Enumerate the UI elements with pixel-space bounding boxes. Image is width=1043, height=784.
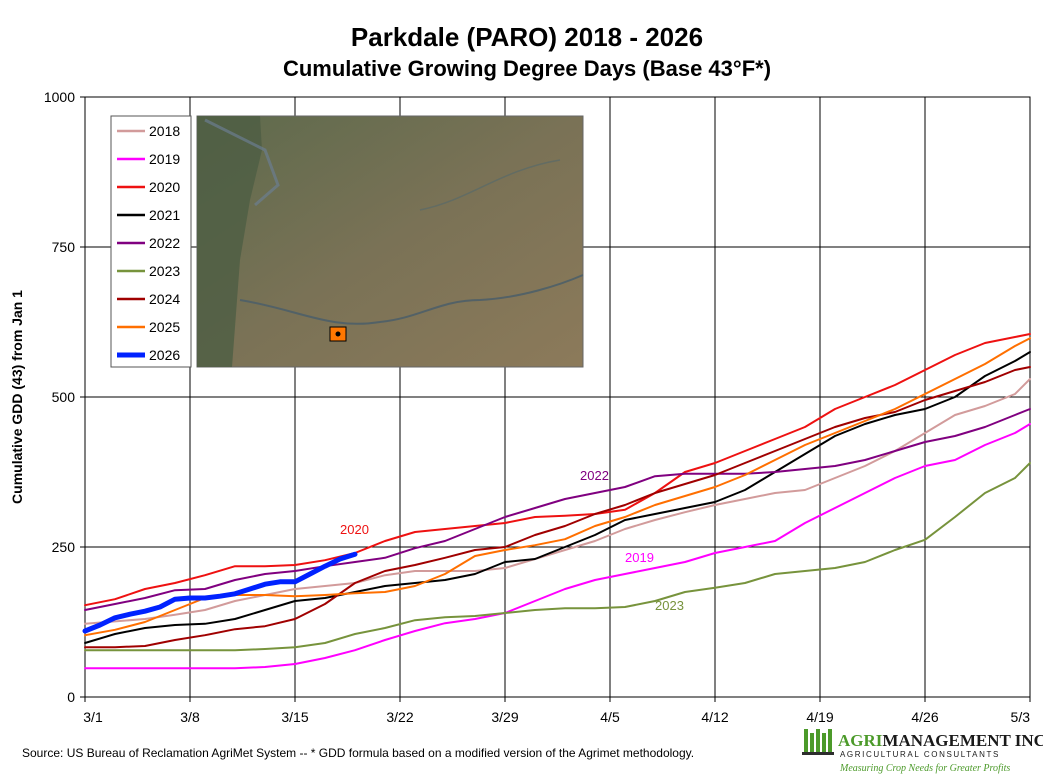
x-tick-label: 4/5 [600,709,620,725]
x-tick-label: 3/15 [281,709,308,725]
x-tick-label: 4/26 [911,709,938,725]
map-coast-region [197,116,262,367]
x-tick-label: 3/1 [83,709,103,725]
annotation-2022: 2022 [580,468,609,483]
legend-label-2018: 2018 [149,123,180,139]
y-tick-label: 0 [67,689,75,705]
map-inset [196,115,584,368]
series-annotations: 2020 2022 2019 2023 [340,468,684,613]
series-line-2022 [84,408,1031,611]
x-tick-label: 3/29 [491,709,518,725]
legend-label-2022: 2022 [149,235,180,251]
legend: 2018 2019 2020 2021 2022 2023 2024 2025 2026 [117,123,180,363]
legend-label-2026: 2026 [149,347,180,363]
logo-field-icon [802,729,834,755]
y-tick-label: 750 [52,239,76,255]
map-river-north [419,159,561,211]
x-tick-label: 5/3 [1011,709,1031,725]
x-tick-label: 4/12 [701,709,728,725]
logo-tagline: AGRICULTURAL CONSULTANTS [840,750,1000,759]
legend-label-2025: 2025 [149,319,180,335]
map-sound-water [204,118,280,207]
x-tick-label: 3/8 [180,709,200,725]
y-tick-label: 250 [52,539,76,555]
y-axis-ticks: 0 250 500 750 1000 [44,89,85,705]
logo-name: AGRIMANAGEMENT INC.® [838,731,1043,750]
series-line-2020 [84,333,1031,607]
annotation-2019: 2019 [625,550,654,565]
series-line-2023 [84,462,1031,652]
logo-slogan: Measuring Crop Needs for Greater Profits [839,763,1010,774]
annotation-2023: 2023 [655,598,684,613]
series-line-2018 [84,378,1031,625]
series-line-2019 [84,423,1031,670]
legend-label-2024: 2024 [149,291,180,307]
map-river [239,274,584,325]
x-tick-label: 4/19 [806,709,833,725]
annotation-2020: 2020 [340,522,369,537]
x-tick-label: 3/22 [386,709,413,725]
map-background [196,115,584,368]
series-line-2021 [84,351,1031,644]
y-axis-label: Cumulative GDD (43) from Jan 1 [9,290,25,504]
y-tick-label: 500 [52,389,76,405]
series-lines [82,333,1031,670]
legend-label-2020: 2020 [149,179,180,195]
station-marker-dot [335,331,341,337]
y-tick-label: 1000 [44,89,75,105]
chart-title: Parkdale (PARO) 2018 - 2026 [351,22,703,52]
legend-label-2023: 2023 [149,263,180,279]
agrimanagement-logo: AGRIMANAGEMENT INC.® AGRICULTURAL CONSUL… [802,729,1043,774]
series-line-2025 [84,337,1031,637]
x-axis-ticks: 3/1 3/8 3/15 3/22 3/29 4/5 4/12 4/19 4/26 5/3 [83,697,1031,725]
source-note: Source: US Bureau of Reclamation AgriMet… [22,746,694,760]
legend-label-2019: 2019 [149,151,180,167]
legend-label-2021: 2021 [149,207,180,223]
chart-subtitle: Cumulative Growing Degree Days (Base 43°… [283,56,771,81]
series-line-2026 [82,551,358,634]
series-line-2024 [84,366,1031,649]
